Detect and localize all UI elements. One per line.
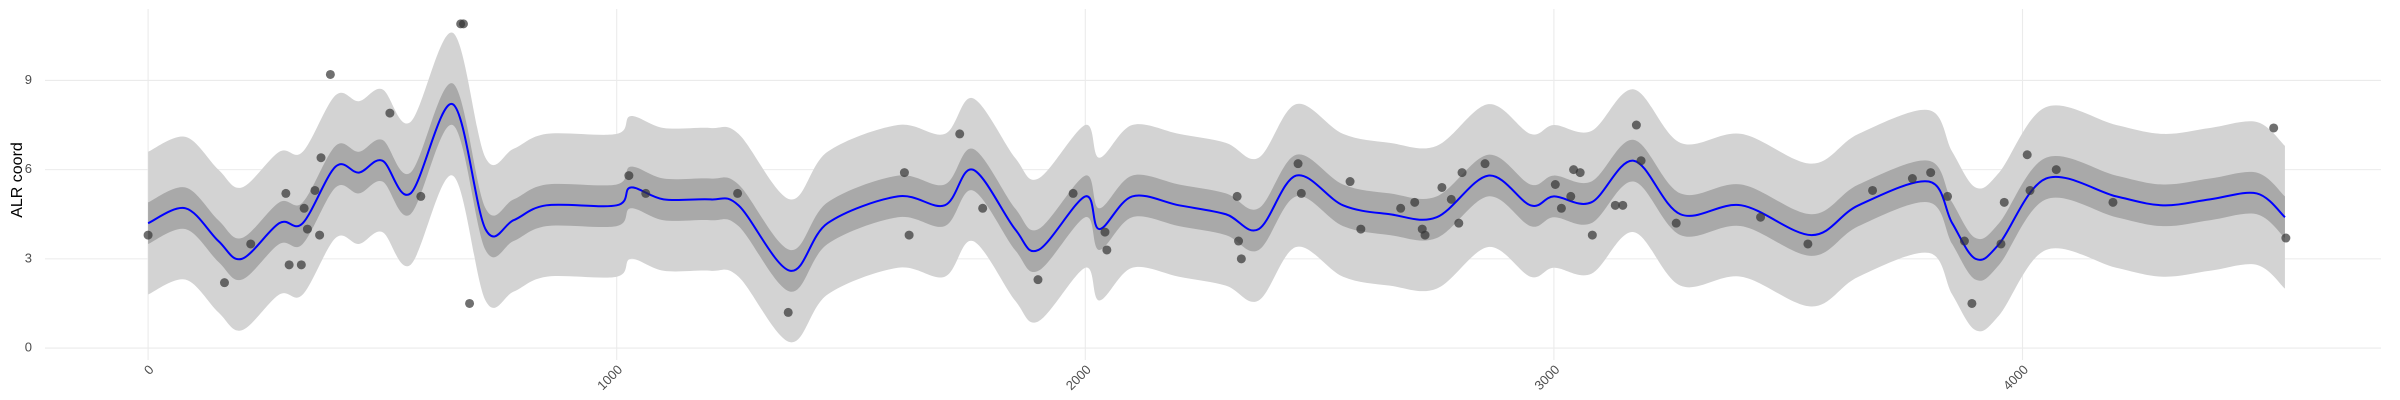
data-point [1345, 177, 1355, 187]
bands [148, 32, 2285, 343]
data-point [1756, 212, 1766, 222]
x-tick-label: 4000 [2000, 362, 2031, 393]
y-tick-label: 3 [25, 250, 32, 265]
data-point [1967, 298, 1977, 308]
data-point [978, 203, 988, 213]
data-point [2269, 123, 2279, 133]
data-point [315, 230, 325, 240]
data-point [1556, 203, 1566, 213]
data-point [1943, 191, 1953, 201]
data-point [1457, 168, 1467, 178]
confidence-band [148, 32, 2285, 343]
data-point [733, 188, 743, 198]
data-point [1033, 275, 1043, 285]
data-point [1293, 159, 1303, 169]
data-point [465, 298, 475, 308]
data-point [624, 171, 634, 181]
data-point [1396, 203, 1406, 213]
data-point [1610, 200, 1620, 210]
data-point [783, 307, 793, 317]
data-point [1234, 236, 1244, 246]
data-point [1410, 197, 1420, 207]
data-point [246, 239, 256, 249]
data-point [299, 203, 309, 213]
data-point [302, 224, 312, 234]
data-point [1959, 236, 1969, 246]
data-point [2108, 197, 2118, 207]
data-point [955, 129, 965, 139]
lines [147, 103, 2286, 272]
data-point [1480, 159, 1490, 169]
x-tick-label: 3000 [1531, 362, 1562, 393]
data-point [1100, 227, 1110, 237]
data-point [1356, 224, 1366, 234]
data-point [1926, 168, 1936, 178]
data-point [1999, 197, 2009, 207]
data-point [458, 19, 468, 29]
data-point [899, 168, 909, 178]
data-point [1671, 218, 1681, 228]
data-point [1446, 194, 1456, 204]
data-point [1566, 191, 1576, 201]
data-point [416, 191, 426, 201]
data-point [1868, 185, 1878, 195]
data-point [281, 188, 291, 198]
y-axis-label: ALR coord [9, 142, 26, 218]
data-point [2025, 185, 2035, 195]
data-point [1803, 239, 1813, 249]
data-point [284, 260, 294, 270]
x-tick-label: 2000 [1063, 362, 1094, 393]
data-point [1102, 245, 1112, 255]
data-point [1618, 200, 1628, 210]
data-point [1631, 120, 1641, 130]
data-point [2051, 165, 2061, 175]
data-point [1437, 182, 1447, 192]
mean-line [147, 103, 2286, 272]
x-tick-label: 0 [141, 362, 157, 378]
confidence-band [148, 83, 2285, 292]
data-point [1996, 239, 2006, 249]
points [143, 19, 2291, 317]
data-point [1550, 180, 1560, 189]
data-point [296, 260, 306, 270]
data-point [1587, 230, 1597, 240]
data-point [1420, 230, 1430, 240]
data-point [325, 69, 335, 79]
data-point [1236, 254, 1246, 264]
data-point [310, 185, 320, 195]
data-point [1636, 156, 1646, 166]
data-point [1575, 168, 1585, 178]
data-point [2022, 150, 2032, 160]
data-point [2281, 233, 2291, 243]
data-point [904, 230, 914, 240]
data-point [1907, 174, 1917, 184]
y-tick-label: 0 [25, 340, 32, 355]
y-tick-label: 9 [25, 72, 32, 87]
data-point [1068, 188, 1078, 198]
data-point [1232, 191, 1242, 201]
x-tick-label: 1000 [594, 362, 625, 393]
data-point [219, 278, 229, 288]
data-point [1454, 218, 1464, 228]
y-tick-label: 6 [25, 161, 32, 176]
data-point [641, 188, 651, 198]
data-point [316, 153, 326, 163]
data-point [1296, 188, 1306, 198]
data-point [385, 108, 395, 118]
data-point [143, 230, 153, 240]
